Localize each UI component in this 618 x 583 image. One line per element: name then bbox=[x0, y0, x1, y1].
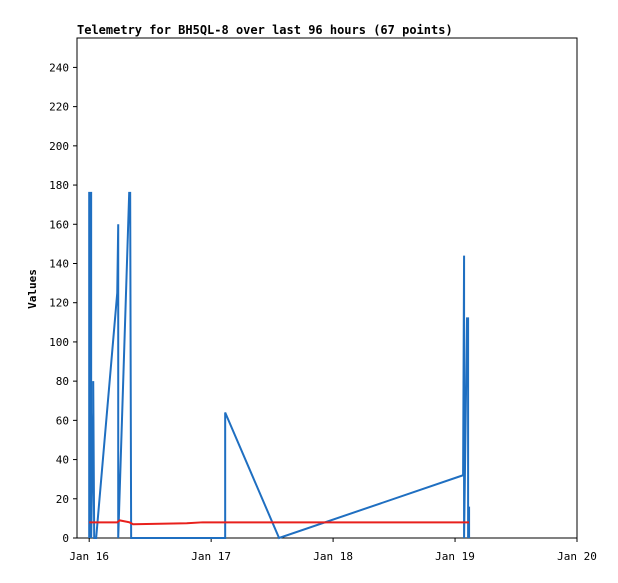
series-line bbox=[88, 191, 471, 540]
x-tick-label: Jan 19 bbox=[435, 550, 475, 563]
series-line bbox=[89, 519, 470, 526]
x-tick-label: Jan 20 bbox=[557, 550, 597, 563]
y-tick-label: 200 bbox=[49, 140, 69, 153]
y-tick-label: 140 bbox=[49, 257, 69, 270]
chart-title: Telemetry for BH5QL-8 over last 96 hours… bbox=[77, 23, 453, 37]
x-tick-label: Jan 16 bbox=[69, 550, 109, 563]
y-tick-label: 120 bbox=[49, 297, 69, 310]
y-tick-label: 100 bbox=[49, 336, 69, 349]
plot-frame bbox=[76, 37, 578, 539]
y-tick-label: 0 bbox=[62, 532, 69, 545]
x-tick-label: Jan 17 bbox=[191, 550, 231, 563]
y-tick-label: 60 bbox=[56, 414, 69, 427]
y-tick-label: 220 bbox=[49, 101, 69, 114]
y-axis-label: Values bbox=[26, 269, 39, 309]
y-tick-label: 20 bbox=[56, 493, 69, 506]
y-tick-label: 240 bbox=[49, 61, 69, 74]
y-tick-label: 40 bbox=[56, 454, 69, 467]
y-tick-label: 80 bbox=[56, 375, 69, 388]
x-tick-label: Jan 18 bbox=[313, 550, 353, 563]
y-tick-label: 180 bbox=[49, 179, 69, 192]
y-tick-label: 160 bbox=[49, 218, 69, 231]
